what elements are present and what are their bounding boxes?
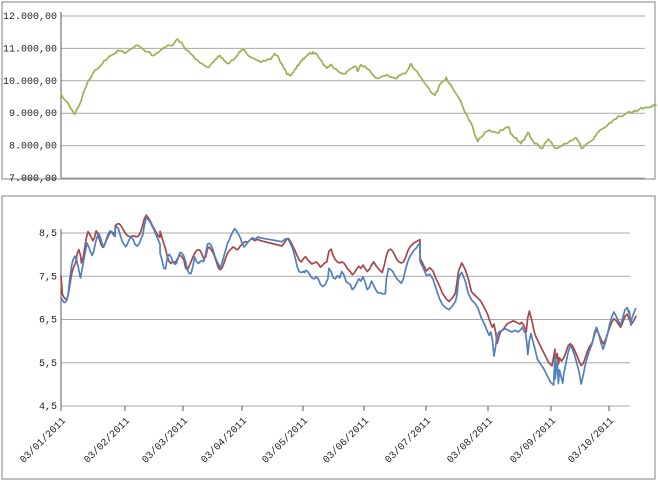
svg-text:8.000,00: 8.000,00 [9, 142, 57, 153]
svg-text:5,5: 5,5 [39, 359, 57, 370]
svg-text:12.000,00: 12.000,00 [3, 12, 57, 23]
svg-text:11.000,00: 11.000,00 [3, 44, 57, 55]
svg-text:9.000,00: 9.000,00 [9, 109, 57, 120]
svg-text:6,5: 6,5 [39, 316, 57, 327]
svg-text:7.000,00: 7.000,00 [9, 174, 57, 185]
svg-text:7,5: 7,5 [39, 272, 57, 283]
svg-text:8,5: 8,5 [39, 229, 57, 240]
svg-text:10.000,00: 10.000,00 [3, 77, 57, 88]
svg-text:4,5: 4,5 [39, 402, 57, 413]
